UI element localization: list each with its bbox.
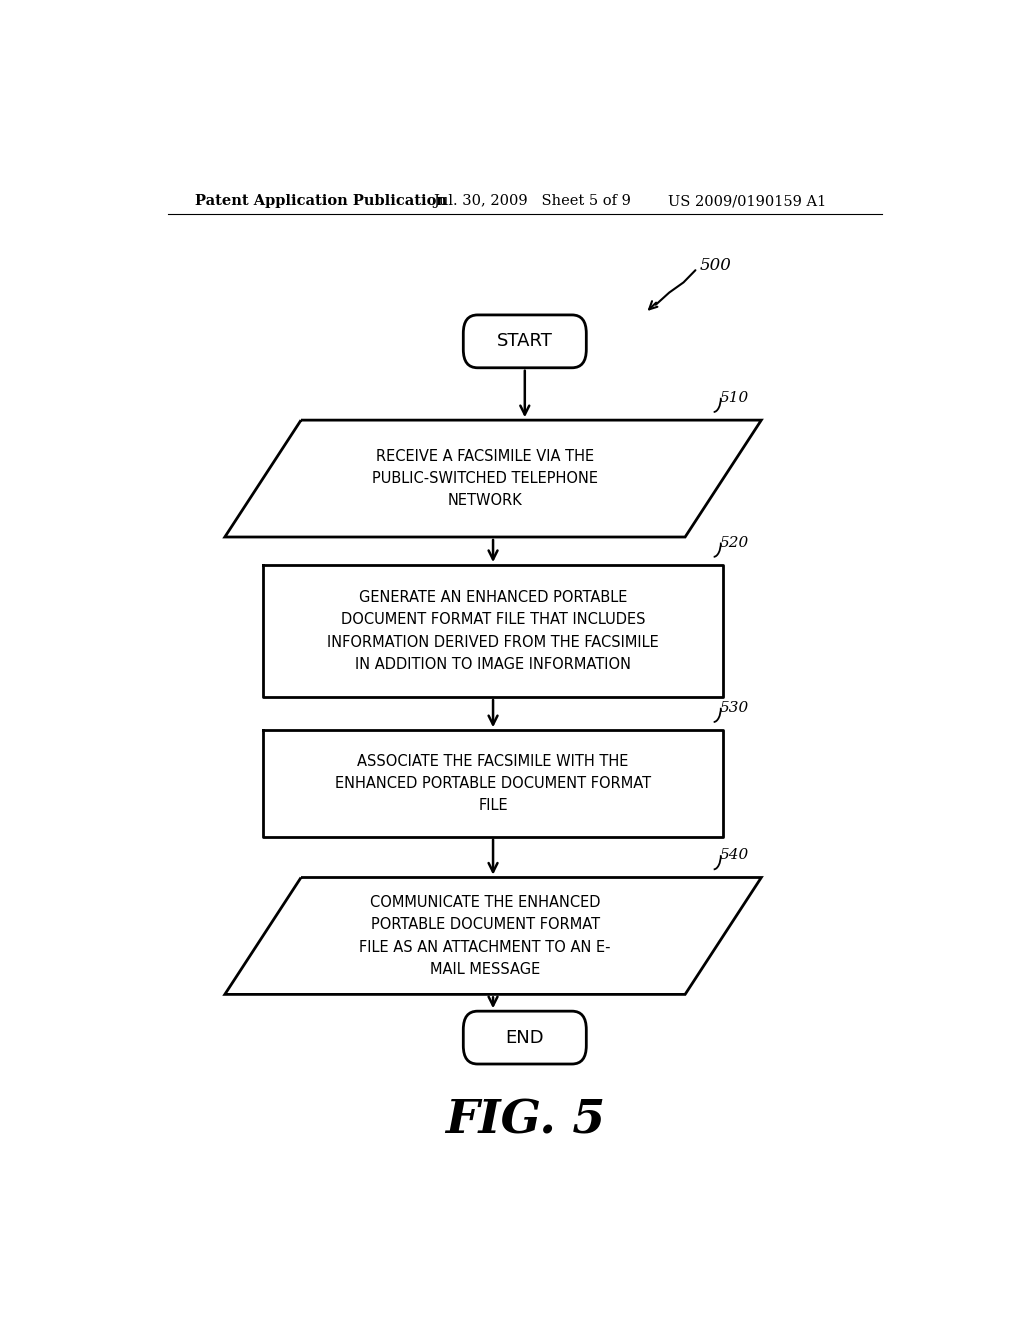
Polygon shape (225, 878, 761, 994)
Text: ASSOCIATE THE FACSIMILE WITH THE
ENHANCED PORTABLE DOCUMENT FORMAT
FILE: ASSOCIATE THE FACSIMILE WITH THE ENHANCE… (335, 754, 651, 813)
Text: FIG. 5: FIG. 5 (444, 1098, 605, 1144)
Text: 500: 500 (699, 256, 731, 273)
Polygon shape (263, 730, 723, 837)
Text: RECEIVE A FACSIMILE VIA THE
PUBLIC-SWITCHED TELEPHONE
NETWORK: RECEIVE A FACSIMILE VIA THE PUBLIC-SWITC… (372, 449, 598, 508)
Text: END: END (506, 1028, 544, 1047)
Text: GENERATE AN ENHANCED PORTABLE
DOCUMENT FORMAT FILE THAT INCLUDES
INFORMATION DER: GENERATE AN ENHANCED PORTABLE DOCUMENT F… (328, 590, 658, 672)
FancyBboxPatch shape (463, 1011, 587, 1064)
Text: 520: 520 (719, 536, 749, 549)
Text: 530: 530 (719, 701, 749, 714)
Text: COMMUNICATE THE ENHANCED
PORTABLE DOCUMENT FORMAT
FILE AS AN ATTACHMENT TO AN E-: COMMUNICATE THE ENHANCED PORTABLE DOCUME… (359, 895, 611, 977)
Text: 510: 510 (719, 391, 749, 405)
Text: Jul. 30, 2009   Sheet 5 of 9: Jul. 30, 2009 Sheet 5 of 9 (433, 194, 632, 209)
Text: START: START (497, 333, 553, 350)
Polygon shape (263, 565, 723, 697)
FancyBboxPatch shape (463, 315, 587, 368)
Text: US 2009/0190159 A1: US 2009/0190159 A1 (668, 194, 826, 209)
Text: 540: 540 (719, 849, 749, 862)
Text: Patent Application Publication: Patent Application Publication (196, 194, 447, 209)
Polygon shape (225, 420, 761, 537)
